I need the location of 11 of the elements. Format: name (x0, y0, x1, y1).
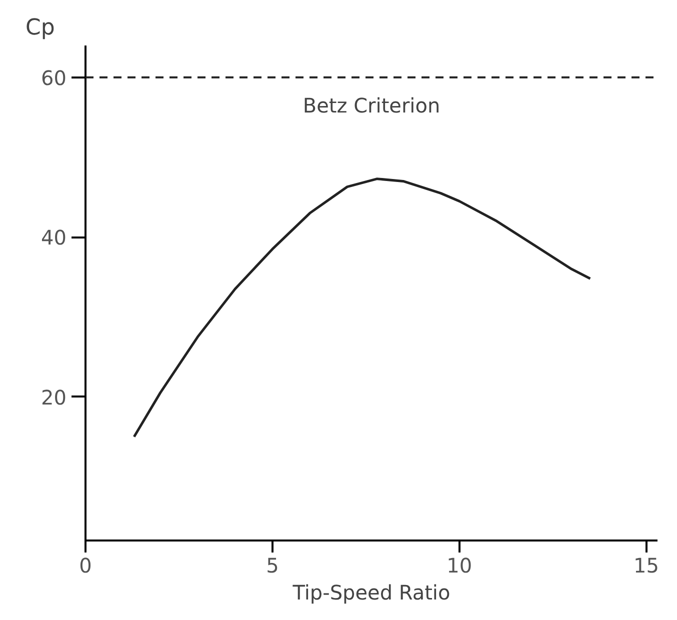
x-tick-label: 0 (79, 554, 92, 578)
x-tick-label: 10 (446, 554, 472, 578)
x-tick-label: 5 (266, 554, 279, 578)
y-tick-label: 40 (41, 226, 67, 250)
ref-line-label: Betz Criterion (302, 93, 440, 118)
y-tick-label: 20 (41, 385, 67, 410)
y-tick-label: 60 (41, 66, 67, 90)
line-series (132, 178, 592, 438)
x-tick-label: 15 (634, 554, 660, 578)
x-axis-title: Tip-Speed Ratio (292, 580, 450, 604)
y-axis-title: Cp (26, 16, 55, 40)
